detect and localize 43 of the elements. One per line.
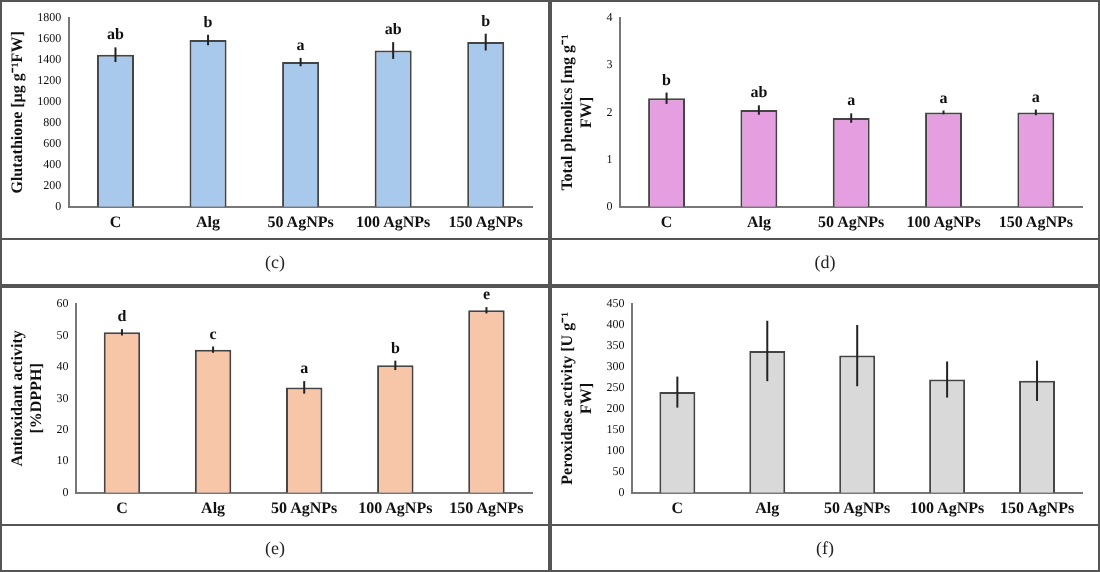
y-axis-title: Peroxidase activity [U g⁻¹ FW] [557,310,595,485]
annotation: a [296,35,305,54]
annotation: ab [384,20,403,39]
annotation: a [1031,87,1040,106]
annotation: ab [750,83,769,102]
x-tick-label: 50 AgNPs [271,498,338,517]
annotation: a [300,359,309,378]
annotation: d [117,307,128,326]
x-tick-label: 100 AgNPs [906,212,981,231]
y-axis-title: Glutathione [µg g⁻¹FW] [7,30,26,194]
x-tick-label: 50 AgNPs [267,212,334,231]
annotation: b [662,70,673,89]
text: (f) [552,524,1098,570]
text: (d) [552,238,1098,284]
text: (c) [2,238,548,284]
x-tick-label: 50 AgNPs [824,498,891,517]
x-tick-label: Alg [755,498,780,517]
annotation: a [939,88,948,107]
x-tick-label: 150 AgNPs [448,212,523,231]
y-axis-title: Antioxidant activity [%DPPH] [7,330,45,467]
x-tick-label: Alg [201,498,226,517]
x-tick-label: 150 AgNPs [998,212,1073,231]
x-tick-label: C [109,212,122,231]
x-tick-label: Alg [746,212,771,231]
x-tick-label: 50 AgNPs [818,212,885,231]
x-tick-label: 150 AgNPs [449,498,524,517]
annotation: c [209,324,218,343]
annotation: e [482,285,491,304]
text: (e) [2,524,548,570]
x-tick-label: C [660,212,673,231]
x-tick-label: C [671,498,684,517]
x-tick-label: 150 AgNPs [999,498,1075,517]
annotation: a [847,91,856,110]
annotation: b [481,11,492,30]
annotation: b [203,12,214,31]
x-tick-label: 100 AgNPs [356,212,431,231]
x-tick-label: 100 AgNPs [358,498,433,517]
x-tick-label: Alg [196,212,221,231]
x-tick-label: 100 AgNPs [909,498,985,517]
x-tick-label: C [116,498,129,517]
annotation: ab [107,25,126,44]
annotation: b [390,338,401,357]
y-axis-title: Total phenolics [mg g⁻¹ FW] [557,32,595,191]
